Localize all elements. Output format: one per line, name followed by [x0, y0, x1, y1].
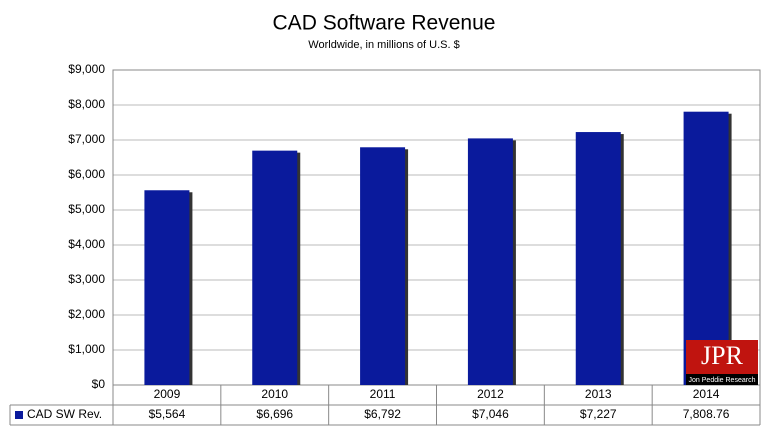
x-tick-label: 2012: [477, 387, 504, 401]
x-tick-label: 2013: [585, 387, 612, 401]
value-label: $5,564: [149, 407, 186, 421]
value-label: $6,792: [364, 407, 401, 421]
y-tick-label: $8,000: [68, 97, 105, 111]
y-tick-label: $7,000: [68, 132, 105, 146]
logo-strip: [686, 374, 758, 385]
value-label: 7,808.76: [683, 407, 730, 421]
logo-subtext: Jon Peddie Research: [689, 377, 756, 384]
x-tick-label: 2010: [261, 387, 288, 401]
y-tick-label: $3,000: [68, 272, 105, 286]
x-tick-label: 2014: [693, 387, 720, 401]
y-tick-label: $6,000: [68, 167, 105, 181]
chart-subtitle: Worldwide, in millions of U.S. $: [308, 39, 459, 51]
chart-title: CAD Software Revenue: [273, 12, 496, 35]
y-tick-label: $2,000: [68, 307, 105, 321]
y-tick-label: $0: [92, 377, 106, 391]
bar: [144, 190, 190, 385]
logo-box: [686, 340, 758, 374]
value-label: $6,696: [256, 407, 293, 421]
y-tick-label: $9,000: [68, 62, 105, 76]
bar: [575, 132, 621, 385]
logo-text: JPR: [701, 341, 744, 370]
bar: [683, 111, 729, 386]
value-label: $7,227: [580, 407, 617, 421]
bar: [467, 138, 513, 385]
x-tick-label: 2009: [154, 387, 181, 401]
plot-frame: [112, 69, 761, 386]
x-tick-label: 2011: [370, 387, 396, 401]
y-tick-label: $5,000: [68, 202, 105, 216]
legend-swatch: [15, 411, 23, 419]
value-label: $7,046: [472, 407, 509, 421]
legend-label: CAD SW Rev.: [27, 407, 102, 421]
y-tick-label: $1,000: [68, 342, 105, 356]
bar: [252, 150, 298, 385]
y-tick-label: $4,000: [68, 237, 105, 251]
bar: [360, 147, 406, 385]
